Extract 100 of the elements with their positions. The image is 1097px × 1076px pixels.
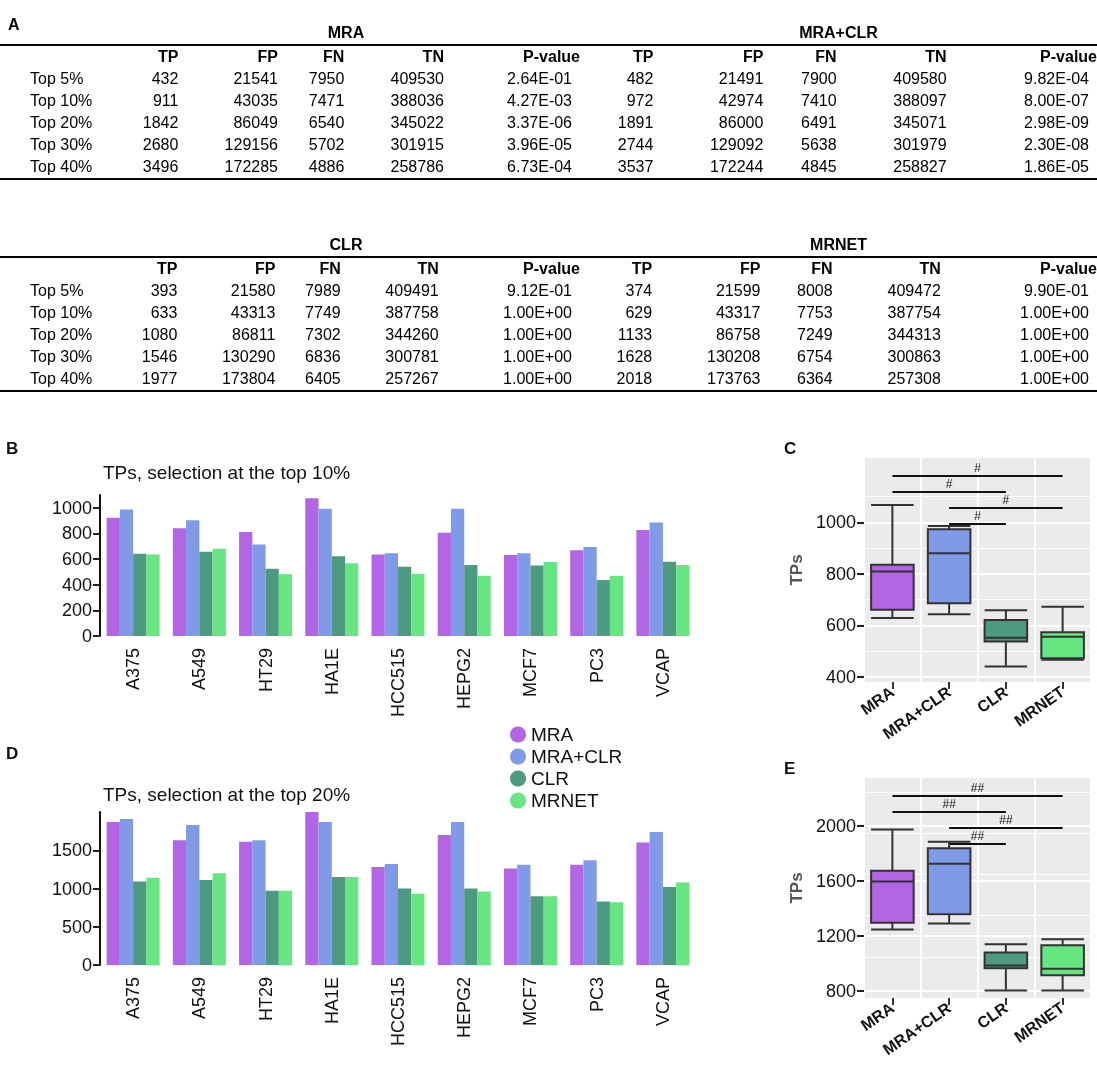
text: 172285 [224, 158, 278, 175]
text: 21580 [230, 282, 276, 299]
annotation: # [974, 509, 982, 523]
text: C [784, 439, 797, 458]
text: 86811 [232, 326, 276, 343]
text: 6364 [797, 370, 833, 387]
text: 129156 [224, 136, 278, 153]
text: 3.96E-05 [507, 136, 572, 153]
text: 3.37E-06 [507, 114, 572, 131]
text: 409580 [893, 70, 947, 87]
text: 130208 [707, 348, 761, 365]
category-label: P-value [1039, 259, 1097, 279]
category-label: Top 40% [30, 158, 93, 175]
text: 5702 [308, 136, 345, 153]
text: E [784, 759, 796, 778]
text: 6836 [305, 348, 341, 365]
x-tick-label: HEPG2 [454, 647, 475, 709]
category-label: FN [318, 259, 341, 279]
x-tick-label: MCF7 [520, 977, 541, 1026]
text: 173763 [707, 370, 761, 387]
text: 1.00E+00 [503, 348, 572, 365]
chart-title: TPs, selection at the top 10% [103, 462, 351, 483]
text: 1.00E+00 [1020, 370, 1089, 387]
text: 258786 [390, 158, 444, 175]
category-label: Top 5% [30, 70, 84, 87]
text: 6754 [797, 348, 833, 365]
x-tick-label: HCC515 [388, 977, 408, 1047]
y-tick-label: 800 [825, 981, 856, 1002]
category-label: TN [421, 47, 444, 67]
text: 258827 [893, 158, 947, 175]
x-tick-label: HA1E [321, 977, 342, 1025]
text: 1.00E+00 [1020, 326, 1089, 343]
annotation: ## [999, 813, 1013, 827]
x-tick-label: PC3 [586, 977, 607, 1013]
y-tick-label: 200 [61, 600, 92, 621]
text: 257308 [887, 370, 941, 387]
text: 972 [626, 92, 654, 109]
text: 1.00E+00 [1020, 304, 1089, 321]
y-tick-label: 1000 [51, 878, 92, 899]
text: 345022 [390, 114, 444, 131]
text: 9.82E-04 [1024, 70, 1089, 87]
category-label: TP [630, 259, 653, 279]
text: A [8, 16, 20, 34]
text: 5638 [801, 136, 837, 153]
text: 6491 [801, 114, 837, 131]
category-label: TP [631, 47, 654, 67]
y-tick-label: 400 [61, 574, 92, 595]
text: 1080 [141, 326, 178, 343]
text: 8.00E-07 [1024, 92, 1089, 109]
category-label: TP [155, 259, 178, 279]
x-tick-label: A549 [189, 977, 210, 1020]
y-tick-label: 600 [825, 615, 856, 636]
text: 9.90E-01 [1024, 282, 1089, 299]
text: 172244 [709, 158, 764, 175]
annotation: ## [942, 797, 957, 811]
text: 1891 [617, 114, 654, 131]
text: 4.27E-03 [507, 92, 572, 109]
text: 1.00E+00 [503, 304, 572, 321]
text: 374 [625, 282, 653, 299]
category-label: Top 40% [30, 370, 93, 387]
y-tick-label: 600 [61, 549, 92, 570]
y-tick-label: 0 [81, 625, 92, 646]
text: 2.64E-01 [507, 70, 572, 87]
text: 7410 [801, 92, 837, 109]
text: 300863 [887, 348, 941, 365]
category-label: Top 20% [30, 114, 93, 131]
category-label: FN [814, 47, 837, 67]
text: 6405 [305, 370, 341, 387]
category-label: FN [810, 259, 833, 279]
text: 173804 [221, 370, 276, 387]
annotation: ## [970, 781, 985, 795]
text: 1842 [142, 114, 179, 131]
text: 7950 [308, 70, 345, 87]
category-label: Top 20% [30, 326, 93, 343]
x-tick-label: A375 [123, 647, 144, 691]
legend-label: CLR [531, 768, 570, 789]
text: 43313 [230, 304, 276, 321]
text: 300781 [385, 348, 439, 365]
text: 388036 [390, 92, 444, 109]
category-label: TN [416, 259, 439, 279]
text: 301979 [893, 136, 947, 153]
text: 130290 [221, 348, 276, 365]
y-tick-label: 1000 [815, 512, 856, 533]
text: 409530 [390, 70, 444, 87]
text: 1.00E+00 [503, 326, 572, 343]
x-tick-label: HA1E [321, 647, 342, 695]
category-label: Top 5% [30, 282, 84, 299]
text: 1.00E+00 [1020, 348, 1089, 365]
category-label: Top 10% [30, 304, 93, 321]
text: 393 [150, 282, 178, 299]
text: 633 [150, 304, 178, 321]
text: 1.86E-05 [1024, 158, 1089, 175]
text: 9.12E-01 [507, 282, 572, 299]
x-tick-label: HEPG2 [454, 977, 475, 1039]
y-axis-title: TPs [787, 554, 807, 586]
text: 345071 [893, 114, 947, 131]
annotation: ## [970, 829, 985, 843]
chart-title: TPs, selection at the top 20% [103, 784, 351, 805]
text: CLR [328, 235, 364, 255]
category-label: FP [253, 259, 276, 279]
